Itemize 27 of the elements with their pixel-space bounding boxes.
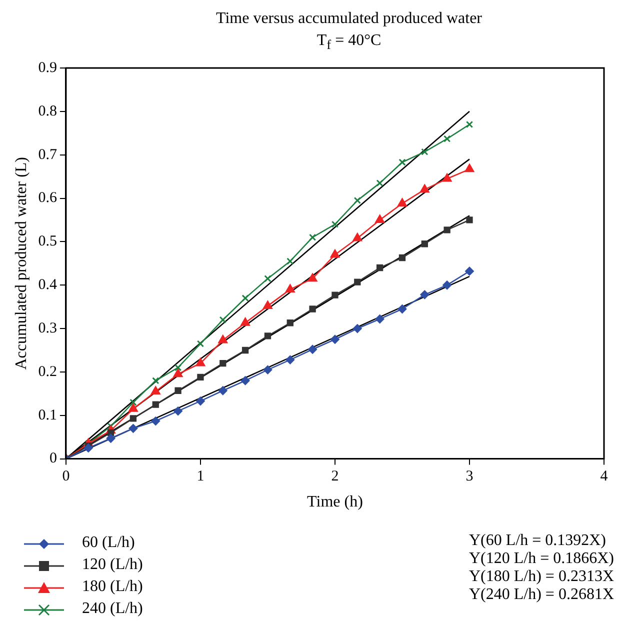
- text: Y(240 L/h) = 0.2681X: [468, 586, 614, 604]
- legend-label: 120 (L/h): [82, 556, 143, 574]
- y-tick-label: 0.2: [38, 364, 57, 380]
- x-axis-title: Time (h): [307, 494, 363, 511]
- legend-label: 180 (L/h): [82, 578, 143, 596]
- y-tick-label: 0.1: [38, 408, 57, 424]
- y-tick-label: 0: [49, 450, 57, 467]
- y-tick-label: 0.3: [38, 320, 57, 337]
- text: Y(60 L/h = 0.1392X): [468, 532, 607, 550]
- chart-title: Time versus accumulated produced water: [215, 9, 483, 29]
- x-tick-label: 0: [62, 468, 70, 485]
- x-tick-label: 4: [600, 468, 608, 485]
- x-tick-label: 2: [331, 468, 339, 485]
- legend-label: 60 (L/h): [82, 534, 135, 552]
- y-tick-label: 0.6: [38, 190, 58, 206]
- y-tick-label: 0.7: [38, 146, 58, 163]
- y-tick-label: 0.9: [38, 60, 57, 76]
- y-axis-title: Accumulated produced water (L): [12, 157, 30, 370]
- y-tick-label: 0.8: [38, 104, 57, 120]
- y-tick-label: 0.5: [38, 234, 57, 250]
- text: Y(180 L/h) = 0.2313X: [468, 568, 614, 586]
- x-tick-label: 3: [466, 468, 474, 485]
- x-tick-label: 1: [196, 468, 204, 485]
- y-tick-label: 0.4: [38, 277, 58, 294]
- text: Y(120 L/h = 0.1866X): [468, 550, 614, 568]
- legend-label: 240 (L/h): [82, 600, 143, 618]
- chart-subtitle: T$_{f}$ = 40°C: [316, 31, 382, 54]
